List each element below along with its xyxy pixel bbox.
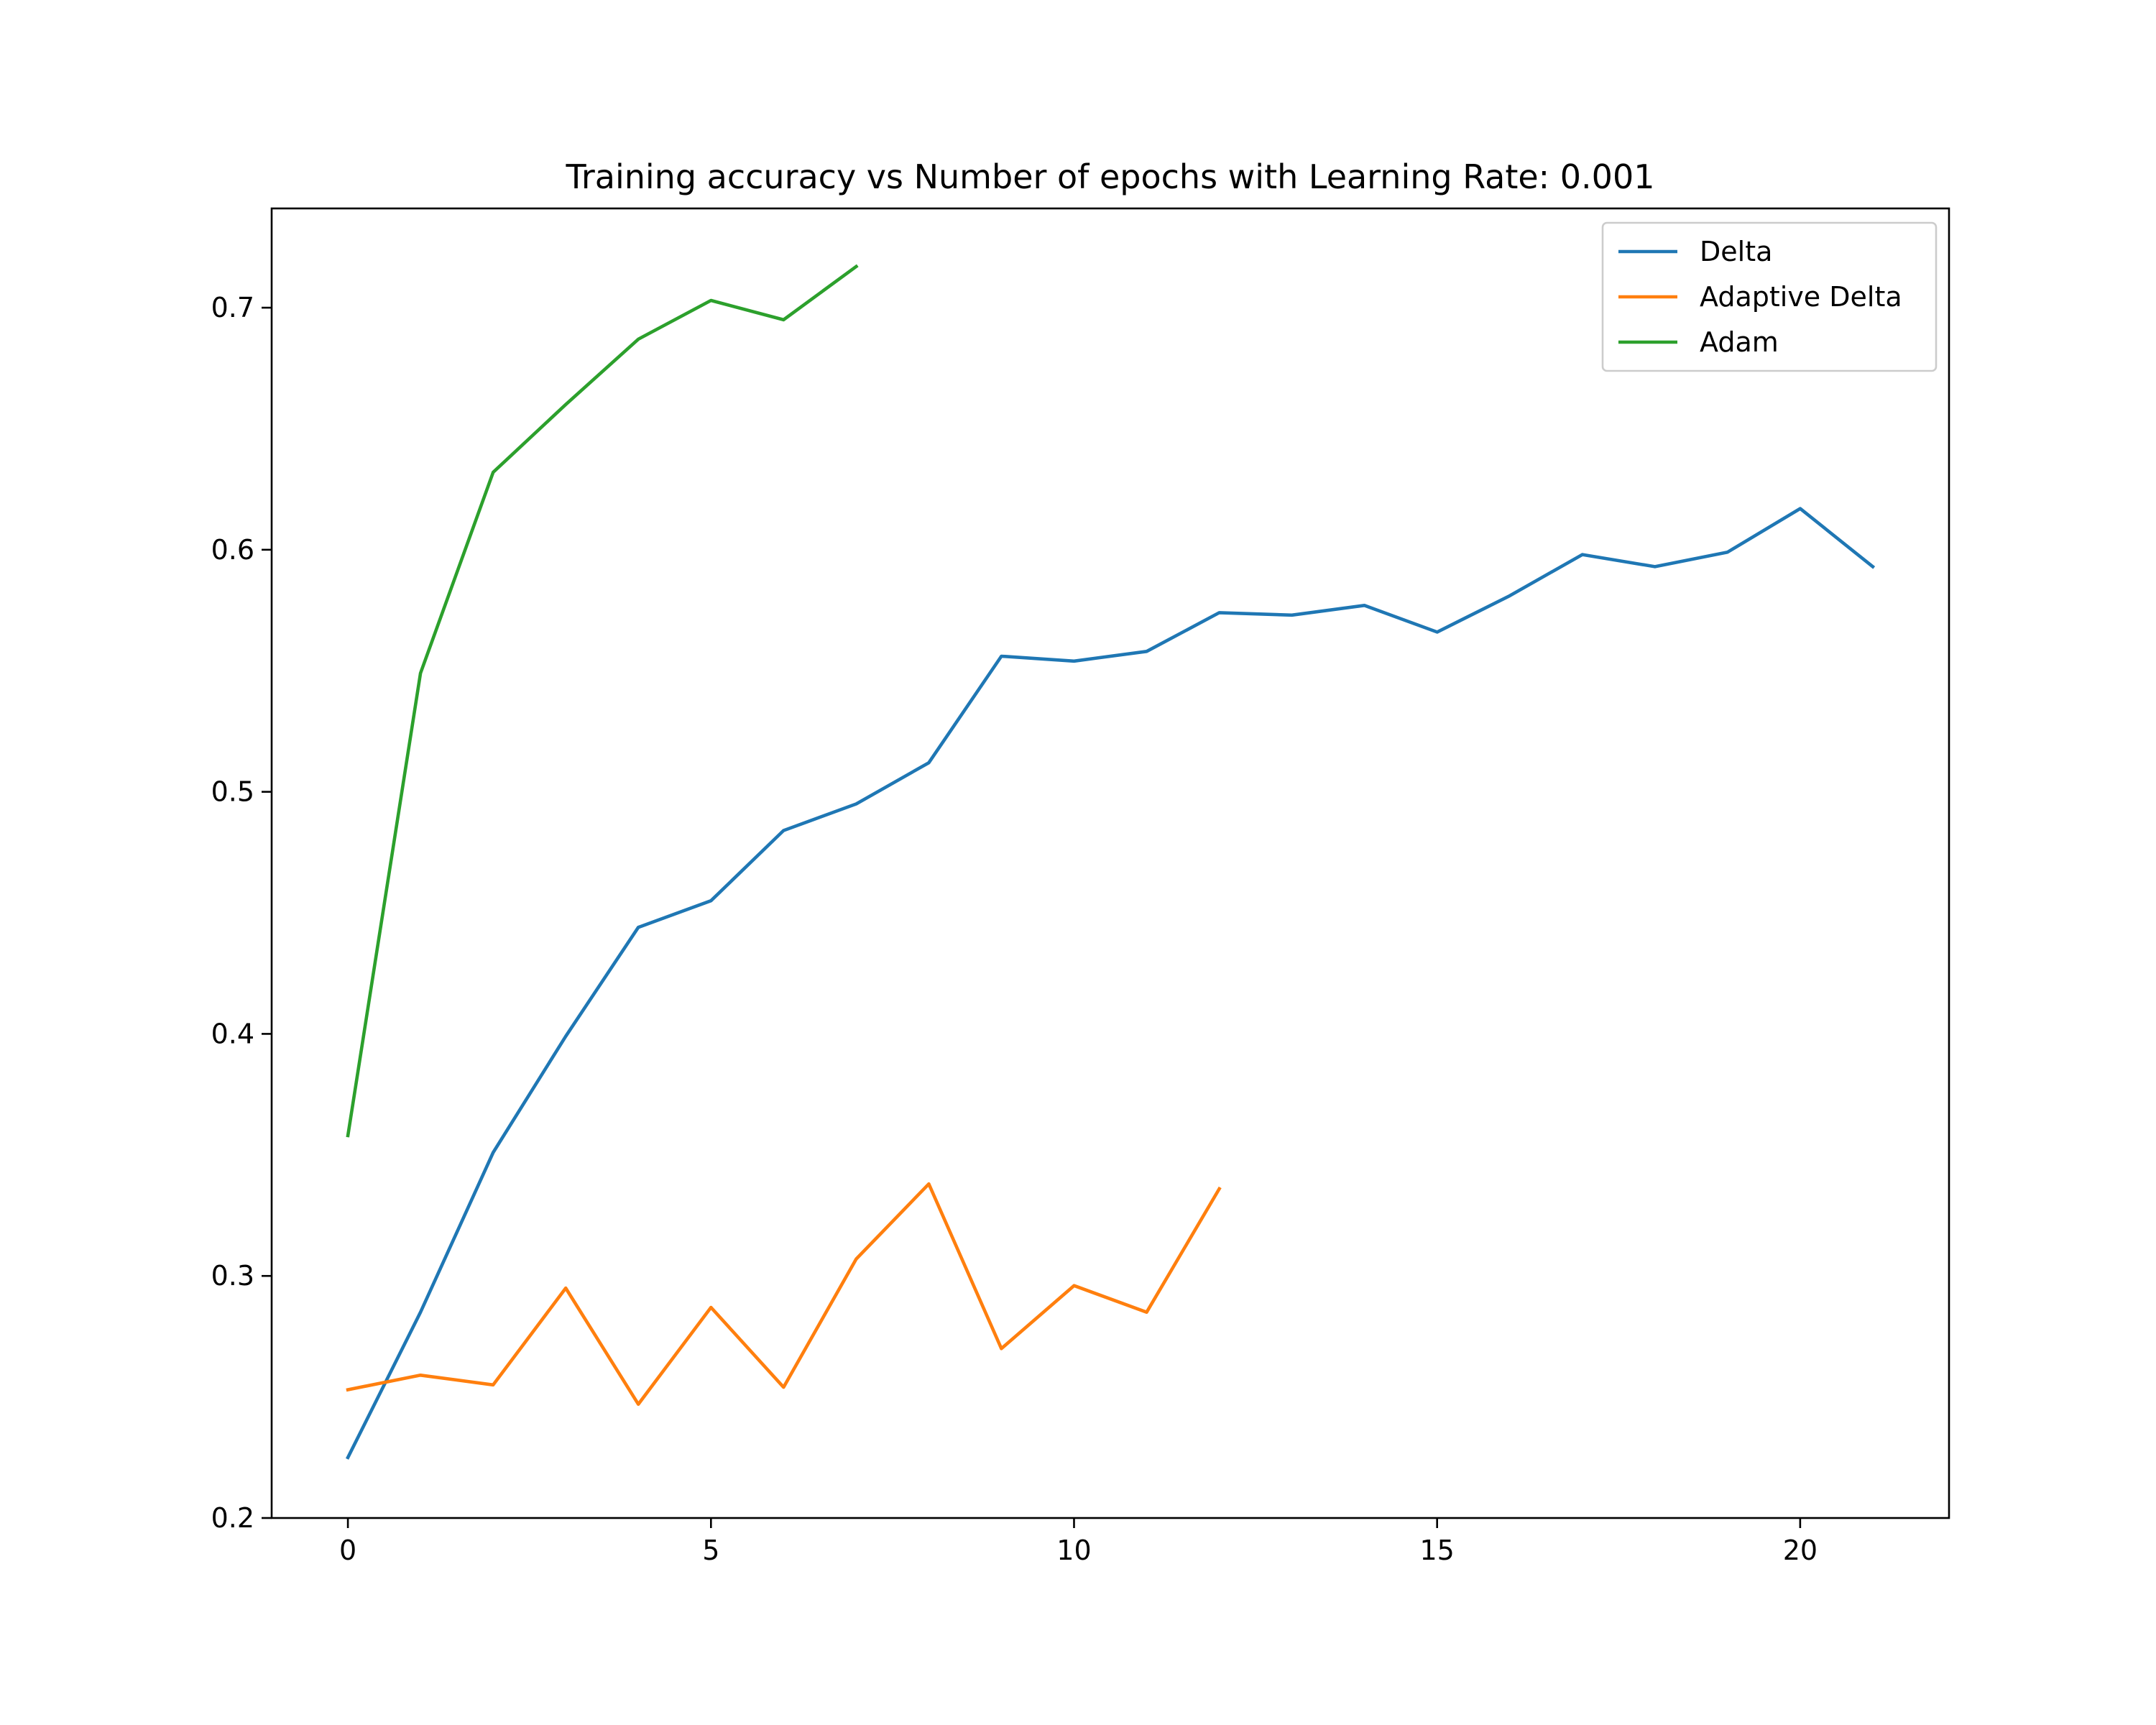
x-tick-label: 20	[1783, 1535, 1818, 1566]
x-tick-label: 0	[339, 1535, 356, 1566]
legend[interactable]: Delta Adaptive Delta Adam	[1603, 223, 1936, 371]
y-tick-label: 0.3	[211, 1260, 254, 1292]
x-tick-label: 5	[702, 1535, 719, 1566]
y-tick-label: 0.2	[211, 1502, 254, 1534]
chart-title: Training accuracy vs Number of epochs wi…	[566, 157, 1655, 196]
y-tick-label: 0.7	[211, 292, 254, 323]
y-tick-label: 0.6	[211, 534, 254, 566]
legend-label-adam: Adam	[1700, 326, 1779, 358]
y-tick-label: 0.4	[211, 1018, 254, 1049]
legend-label-adaptive-delta: Adaptive Delta	[1700, 281, 1902, 313]
x-tick-label: 15	[1419, 1535, 1454, 1566]
y-tick-label: 0.5	[211, 776, 254, 808]
x-tick-label: 10	[1056, 1535, 1091, 1566]
legend-label-delta: Delta	[1700, 236, 1772, 267]
